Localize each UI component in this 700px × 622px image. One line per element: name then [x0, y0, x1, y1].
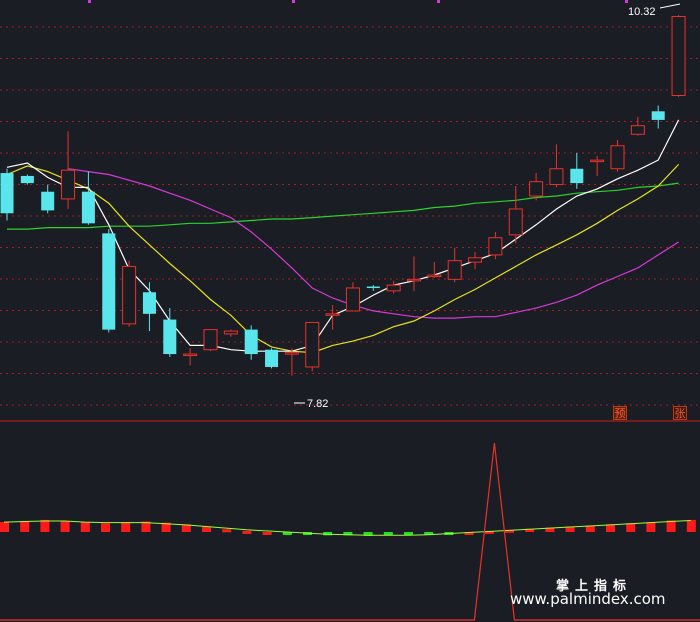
top-marker: [88, 0, 91, 3]
candle-body-down: [41, 191, 55, 211]
indicator-bar: [40, 519, 50, 532]
indicator-bar: [565, 526, 575, 532]
indicator-bar: [282, 532, 292, 535]
candle-body-up: [61, 169, 76, 200]
candle-body-up: [386, 284, 401, 292]
indicator-bar: [363, 532, 373, 536]
indicator-bar: [0, 522, 9, 532]
top-marker: [625, 0, 628, 3]
ma5-line: [6, 119, 680, 352]
low-price-label: 7.82: [307, 398, 328, 410]
indicator-bar: [525, 528, 535, 532]
indicator-bar: [484, 530, 494, 534]
indicator-bar: [404, 532, 413, 536]
indicator-bar: [686, 519, 696, 532]
indicator-bar: [646, 522, 656, 532]
candle-body-up: [549, 168, 564, 186]
candle-body-up: [671, 15, 686, 96]
candle-body-up: [223, 330, 238, 335]
ma60-line: [7, 182, 679, 230]
candle-body-down: [366, 286, 380, 289]
candle-body-up: [203, 329, 218, 351]
candle-body-down: [20, 175, 34, 184]
indicator-bar: [323, 532, 333, 536]
candle-body-up: [183, 353, 198, 357]
indicator-bar: [20, 521, 30, 532]
candle-body-up: [122, 265, 137, 325]
indicator-bar: [262, 532, 272, 535]
indicator-bar: [161, 522, 171, 532]
indicator-bar: [202, 526, 211, 532]
indicator-bar: [121, 522, 131, 532]
candle-body-down: [81, 191, 95, 224]
top-marker: [292, 0, 295, 3]
high-price-arrow: [659, 3, 681, 9]
indicator-bar: [222, 529, 232, 533]
indicator-bar: [80, 522, 90, 532]
indicator-bar: [424, 532, 434, 535]
moving-average-lines: [6, 119, 680, 354]
candle-body-down: [570, 168, 584, 184]
indicator-bar: [181, 524, 191, 532]
candle-body-down: [244, 329, 258, 355]
candle-body-up: [590, 159, 605, 163]
candle-body-down: [163, 319, 177, 355]
candle-body-down: [142, 292, 156, 314]
signal-spike-line: [0, 442, 700, 621]
indicator-bar: [606, 524, 615, 532]
candle-body-up: [305, 321, 320, 368]
ma20-line: [68, 168, 679, 319]
candle-body-up: [610, 145, 625, 170]
indicator-line: [3, 520, 691, 536]
indicator-bar: [343, 532, 353, 536]
candle-body-up: [427, 274, 442, 278]
grid-lines: [0, 0, 700, 422]
candle-body-up: [630, 125, 645, 135]
watermark-url: www.palmindex.com: [510, 590, 666, 608]
candle-body-up: [325, 313, 340, 316]
candle-body-up: [508, 208, 523, 236]
indicator-bar: [545, 527, 555, 532]
indicator-bar: [383, 532, 393, 536]
forecast-tag: 预: [613, 406, 627, 420]
watermark-title: 掌上指标: [556, 579, 633, 594]
price-annotations: 10.32 7.82: [294, 3, 681, 410]
indicator-bar: [626, 523, 636, 532]
candle-body-up: [468, 257, 483, 263]
indicator-bar: [585, 525, 595, 532]
high-price-label: 10.32: [628, 6, 656, 18]
ma10-line: [6, 163, 680, 354]
candle-body-up: [529, 181, 544, 197]
indicator-bar: [666, 520, 676, 532]
indicator-bar: [60, 521, 70, 532]
candle-body-up: [284, 352, 299, 355]
candle-body-up: [447, 260, 462, 280]
indicator-bar: [505, 529, 514, 533]
top-marker: [437, 0, 440, 3]
indicator-bar: [242, 530, 252, 534]
limit-up-tag: 张: [673, 406, 687, 420]
candle-body-down: [102, 233, 116, 330]
candle-body-down: [0, 173, 14, 214]
indicator-bar: [464, 532, 474, 535]
candlesticks: [0, 15, 686, 376]
candle-body-down: [651, 111, 665, 120]
candle-body-down: [265, 349, 279, 367]
indicator-bar: [101, 523, 110, 532]
candle-body-up: [488, 237, 503, 256]
indicator-subchart: [0, 442, 700, 621]
candle-body-up: [407, 278, 421, 282]
candle-body-up: [345, 287, 360, 312]
indicator-bar: [141, 521, 151, 532]
